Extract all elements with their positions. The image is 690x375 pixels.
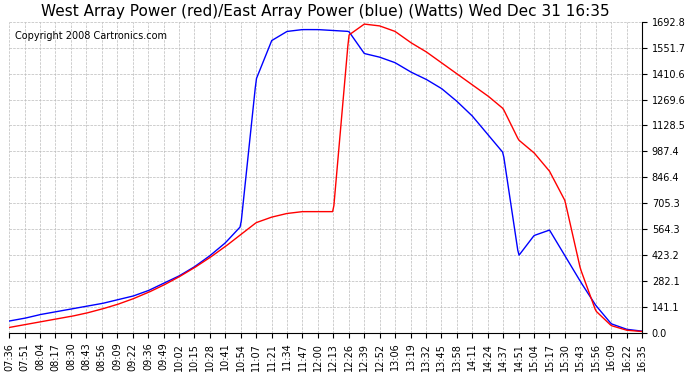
- Text: Copyright 2008 Cartronics.com: Copyright 2008 Cartronics.com: [15, 31, 168, 41]
- Title: West Array Power (red)/East Array Power (blue) (Watts) Wed Dec 31 16:35: West Array Power (red)/East Array Power …: [41, 4, 610, 19]
